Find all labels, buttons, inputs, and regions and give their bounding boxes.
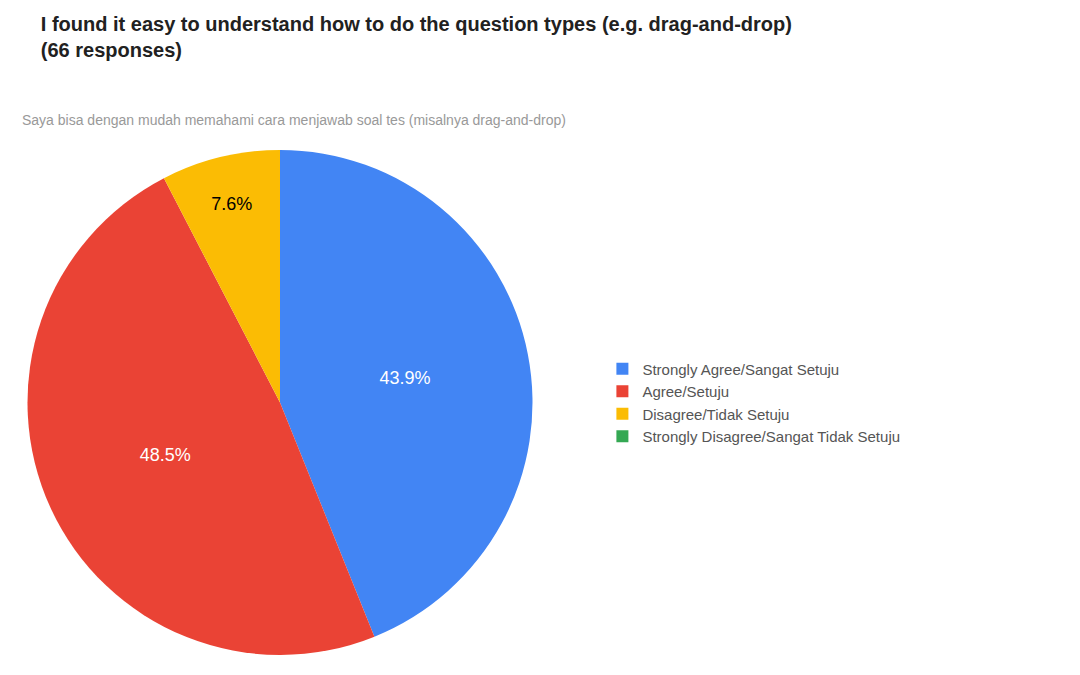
svg-text:Saya bisa dengan mudah memaham: Saya bisa dengan mudah memahami cara men… [22,112,566,128]
svg-text:Strongly Disagree/Sangat Tidak: Strongly Disagree/Sangat Tidak Setuju [642,428,900,445]
svg-text:7.6%: 7.6% [211,194,252,214]
svg-text:Strongly Agree/Sangat Setuju: Strongly Agree/Sangat Setuju [642,361,839,378]
svg-text:Agree/Setuju: Agree/Setuju [642,383,729,400]
svg-text:I found it easy to understand: I found it easy to understand how to do … [41,13,792,61]
svg-text:48.5%: 48.5% [140,445,191,465]
svg-text:Disagree/Tidak Setuju: Disagree/Tidak Setuju [642,406,789,423]
svg-text:43.9%: 43.9% [380,368,431,388]
